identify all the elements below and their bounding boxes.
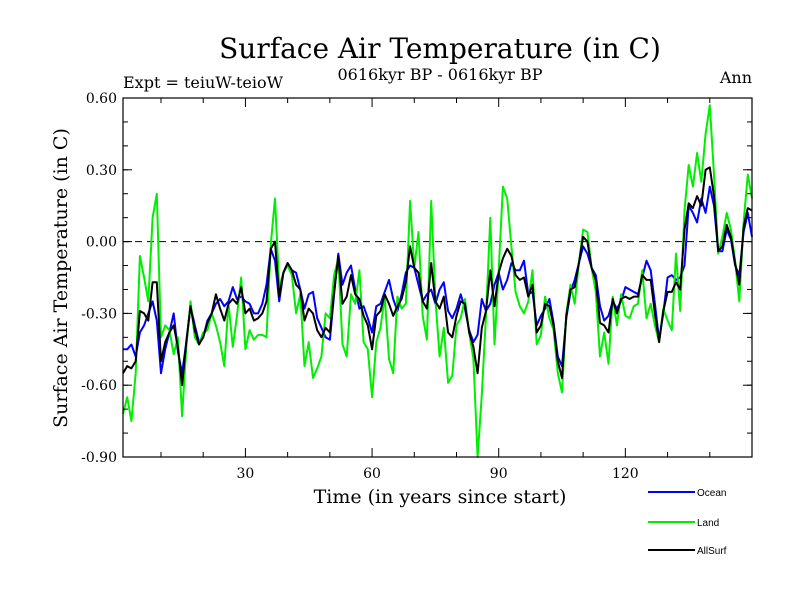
x-axis-label: Time (in years since start) — [314, 486, 567, 508]
plot-frame — [122, 97, 753, 458]
series-line-allsurf — [122, 166, 753, 387]
y-tick-label: -0.30 — [81, 306, 117, 322]
chart-title: Surface Air Temperature (in C) — [219, 32, 661, 65]
y-tick-label: 0.00 — [86, 235, 117, 251]
x-tick-label: 90 — [490, 466, 508, 482]
season-label: Ann — [719, 68, 752, 87]
period-label: 0616kyr BP - 0616kyr BP — [338, 65, 543, 84]
series-line-ocean — [123, 185, 753, 375]
x-tick-label: 30 — [237, 466, 255, 482]
y-tick-label: -0.90 — [81, 450, 117, 466]
x-tick-label: 120 — [612, 466, 639, 482]
experiment-label: Expt = teiuW-teioW — [123, 73, 284, 92]
y-tick-label: 0.60 — [86, 91, 117, 107]
series-line-land — [122, 104, 753, 458]
legend-label-land: Land — [697, 518, 719, 529]
plot-area — [122, 104, 753, 458]
axes: -0.90 -0.60 -0.30 0.00 0.30 0.60 30 60 90 120 — [81, 91, 753, 482]
legend: Ocean Land AllSurf — [648, 488, 727, 557]
legend-label-allsurf: AllSurf — [697, 546, 727, 557]
x-tick-label: 60 — [363, 466, 381, 482]
y-tick-label: 0.30 — [86, 163, 117, 179]
y-tick-label: -0.60 — [81, 378, 117, 394]
y-axis-label: Surface Air Temperature (in C) — [50, 128, 72, 428]
legend-label-ocean: Ocean — [697, 488, 726, 499]
